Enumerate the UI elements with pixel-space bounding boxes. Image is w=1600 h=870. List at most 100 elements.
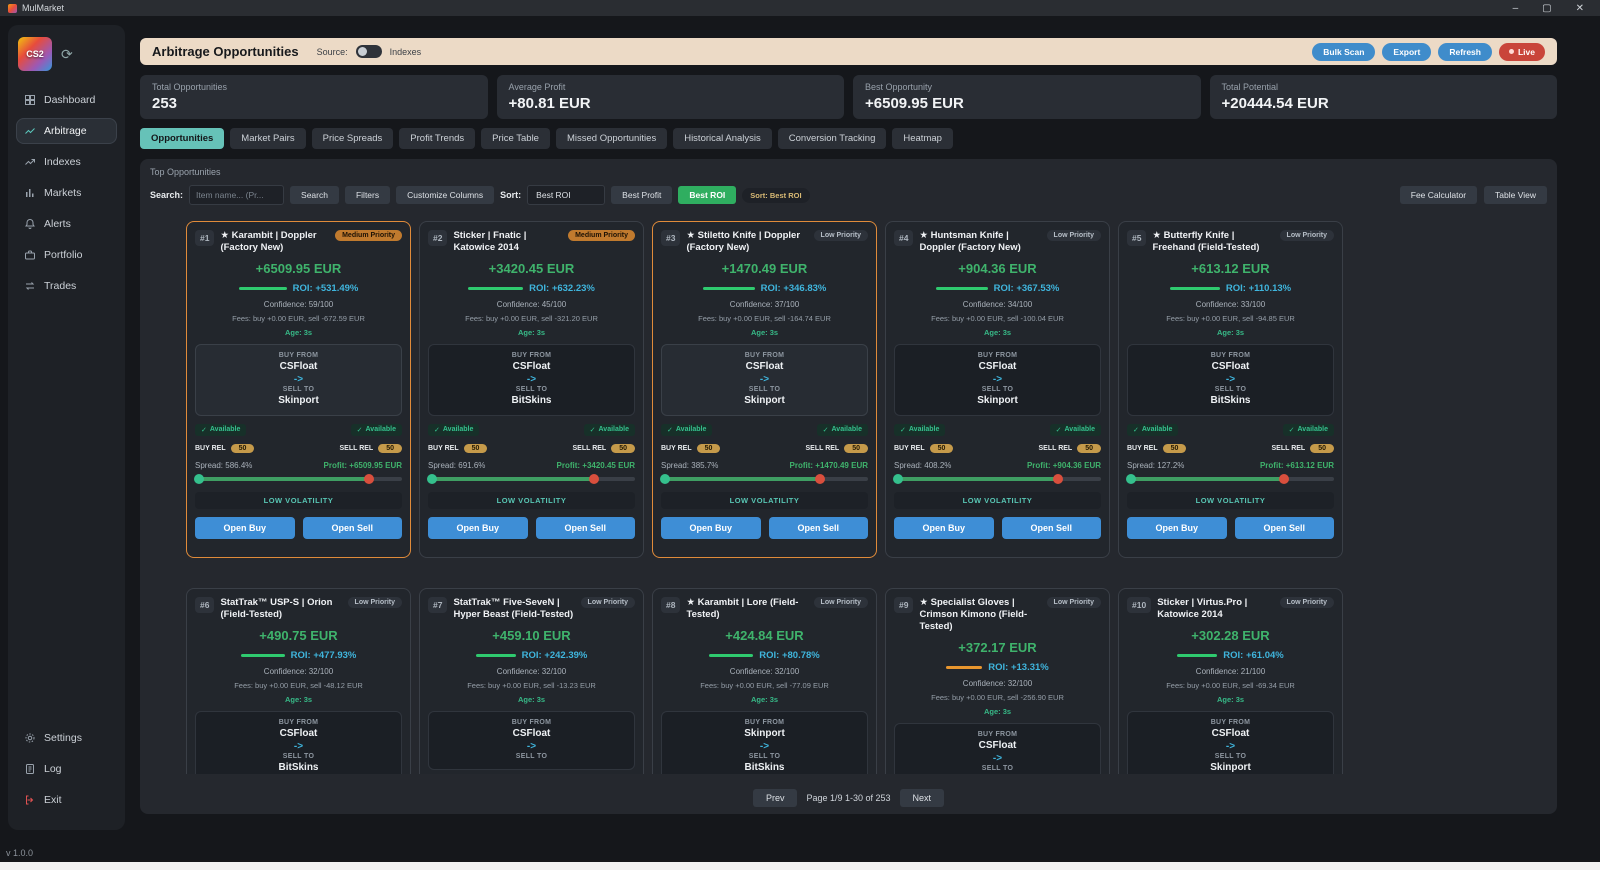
search-button[interactable]: Search — [290, 186, 339, 204]
opportunity-card[interactable]: #10 Sticker | Virtus.Pro | Katowice 2014… — [1118, 588, 1343, 774]
refresh-button[interactable]: Refresh — [1438, 42, 1492, 61]
prev-page-button[interactable]: Prev — [752, 789, 798, 807]
item-name: ★ Specialist Gloves | Crimson Kimono (Fi… — [919, 597, 1028, 632]
slider-handle-max[interactable] — [1052, 473, 1063, 484]
buy-platform: CSFloat — [978, 360, 1017, 372]
tab-missed-opportunities[interactable]: Missed Opportunities — [555, 128, 668, 149]
profit-text: Profit: +3420.45 EUR — [556, 460, 635, 470]
sidebar-item-settings[interactable]: Settings — [16, 725, 117, 751]
opportunity-card[interactable]: #2 Sticker | Fnatic | Katowice 2014 Medi… — [419, 221, 644, 558]
open-sell-button[interactable]: Open Sell — [302, 516, 402, 539]
roi-bar — [702, 286, 755, 290]
source-toggle[interactable] — [355, 45, 382, 58]
open-buy-button[interactable]: Open Buy — [1127, 516, 1227, 539]
sort-label: Sort: — [500, 190, 522, 200]
customize-columns-button[interactable]: Customize Columns — [396, 186, 495, 204]
tab-market-pairs[interactable]: Market Pairs — [230, 128, 306, 149]
open-buy-button[interactable]: Open Buy — [428, 516, 528, 539]
slider-handle-min[interactable] — [194, 473, 204, 484]
opportunity-card[interactable]: #1 ★ Karambit | Doppler (Factory New) Me… — [186, 221, 411, 558]
tab-opportunities[interactable]: Opportunities — [140, 128, 225, 149]
opportunity-card[interactable]: #6 StatTrak™ USP-S | Orion (Field-Tested… — [186, 588, 411, 774]
minimize-icon[interactable]: – — [1512, 2, 1519, 14]
open-sell-button[interactable]: Open Sell — [768, 516, 868, 539]
toggle-knob — [357, 47, 367, 56]
spread-slider[interactable] — [660, 473, 868, 484]
tab-price-spreads[interactable]: Price Spreads — [311, 128, 394, 149]
sidebar-item-trades[interactable]: Trades — [16, 273, 117, 299]
stat-label: Total Opportunities — [152, 82, 228, 92]
slider-handle-min[interactable] — [893, 473, 903, 484]
opportunity-card[interactable]: #4 ★ Huntsman Knife | Doppler (Factory N… — [885, 221, 1110, 558]
tab-historical-analysis[interactable]: Historical Analysis — [673, 128, 772, 149]
sell-reliability: SELL REL 50 — [1038, 443, 1101, 453]
priority-badge: Medium Priority — [568, 230, 635, 241]
tab-profit-trends[interactable]: Profit Trends — [399, 128, 476, 149]
logo-text: CS2 — [26, 49, 44, 59]
refresh-circle-icon[interactable]: ⟳ — [61, 46, 73, 62]
sidebar-item-markets[interactable]: Markets — [16, 180, 117, 206]
slider-handle-min[interactable] — [660, 473, 670, 484]
sell-platform: BitSkins — [1210, 394, 1251, 406]
spread-slider[interactable] — [194, 473, 402, 484]
opportunity-card[interactable]: #7 StatTrak™ Five-SeveN | Hyper Beast (F… — [419, 588, 644, 774]
reliability-row: BUY REL 50 SELL REL 50 — [1127, 443, 1334, 453]
slider-handle-max[interactable] — [1279, 473, 1290, 484]
bulk-scan-button[interactable]: Bulk Scan — [1312, 42, 1376, 61]
opportunity-card[interactable]: #5 ★ Butterfly Knife | Freehand (Field-T… — [1118, 221, 1343, 558]
open-sell-button[interactable]: Open Sell — [1001, 516, 1101, 539]
export-button[interactable]: Export — [1382, 42, 1432, 61]
card-header: #5 ★ Butterfly Knife | Freehand (Field-T… — [1127, 230, 1334, 254]
sidebar-item-dashboard[interactable]: Dashboard — [16, 87, 117, 113]
open-buy-button[interactable]: Open Buy — [195, 516, 295, 539]
stat-value: 253 — [152, 95, 178, 112]
roi-row: ROI: +242.39% — [428, 650, 635, 661]
search-input[interactable] — [189, 185, 285, 205]
stat-value: +20444.54 EUR — [1221, 95, 1329, 112]
open-buy-button[interactable]: Open Buy — [894, 516, 994, 539]
sort-select[interactable]: Best ROI — [527, 185, 606, 205]
sidebar-item-portfolio[interactable]: Portfolio — [16, 242, 117, 268]
open-sell-button[interactable]: Open Sell — [1234, 516, 1334, 539]
slider-handle-max[interactable] — [363, 473, 374, 484]
roi-value: ROI: +110.13% — [1225, 282, 1292, 294]
sidebar-item-exit[interactable]: Exit — [16, 787, 117, 813]
item-name: StatTrak™ USP-S | Orion (Field-Tested) — [220, 597, 333, 620]
tab-heatmap[interactable]: Heatmap — [892, 128, 953, 149]
best-profit-button[interactable]: Best Profit — [611, 186, 673, 204]
slider-handle-max[interactable] — [588, 473, 599, 484]
available-label: Available — [598, 426, 629, 434]
opportunities-panel: Top Opportunities Search: Search Filters… — [140, 159, 1557, 814]
table-view-button[interactable]: Table View — [1484, 186, 1547, 204]
sidebar-item-log[interactable]: Log — [16, 756, 117, 782]
search-label: Search: — [150, 190, 184, 200]
sort-indicator-badge: Sort: Best ROI — [742, 187, 810, 203]
next-page-button[interactable]: Next — [899, 789, 945, 807]
profit-value: +424.84 EUR — [725, 627, 804, 643]
spread-text: Spread: 385.7% — [661, 460, 719, 470]
opportunity-card[interactable]: #9 ★ Specialist Gloves | Crimson Kimono … — [885, 588, 1110, 774]
open-buy-button[interactable]: Open Buy — [661, 516, 761, 539]
spread-slider[interactable] — [893, 473, 1101, 484]
filters-button[interactable]: Filters — [344, 186, 391, 204]
opportunity-card[interactable]: #3 ★ Stiletto Knife | Doppler (Factory N… — [652, 221, 877, 558]
open-sell-button[interactable]: Open Sell — [535, 516, 635, 539]
spread-slider[interactable] — [427, 473, 635, 484]
best-roi-button[interactable]: Best ROI — [678, 186, 737, 204]
roi-row: ROI: +477.93% — [195, 650, 402, 661]
spread-slider[interactable] — [1126, 473, 1334, 484]
fee-calculator-button[interactable]: Fee Calculator — [1399, 186, 1478, 204]
opportunity-card[interactable]: #8 ★ Karambit | Lore (Field-Tested) Low … — [652, 588, 877, 774]
slider-handle-min[interactable] — [427, 473, 437, 484]
slider-handle-max[interactable] — [815, 473, 826, 484]
slider-handle-min[interactable] — [1126, 473, 1136, 484]
card-header: #6 StatTrak™ USP-S | Orion (Field-Tested… — [195, 597, 402, 621]
maximize-icon[interactable]: ▢ — [1542, 2, 1552, 14]
rank-badge: #2 — [428, 230, 448, 246]
tab-price-table[interactable]: Price Table — [481, 128, 550, 149]
sidebar-item-arbitrage[interactable]: Arbitrage — [16, 118, 117, 144]
sidebar-item-indexes[interactable]: Indexes — [16, 149, 117, 175]
close-icon[interactable]: ✕ — [1575, 2, 1584, 14]
tab-conversion-tracking[interactable]: Conversion Tracking — [777, 128, 887, 149]
sidebar-item-alerts[interactable]: Alerts — [16, 211, 117, 237]
